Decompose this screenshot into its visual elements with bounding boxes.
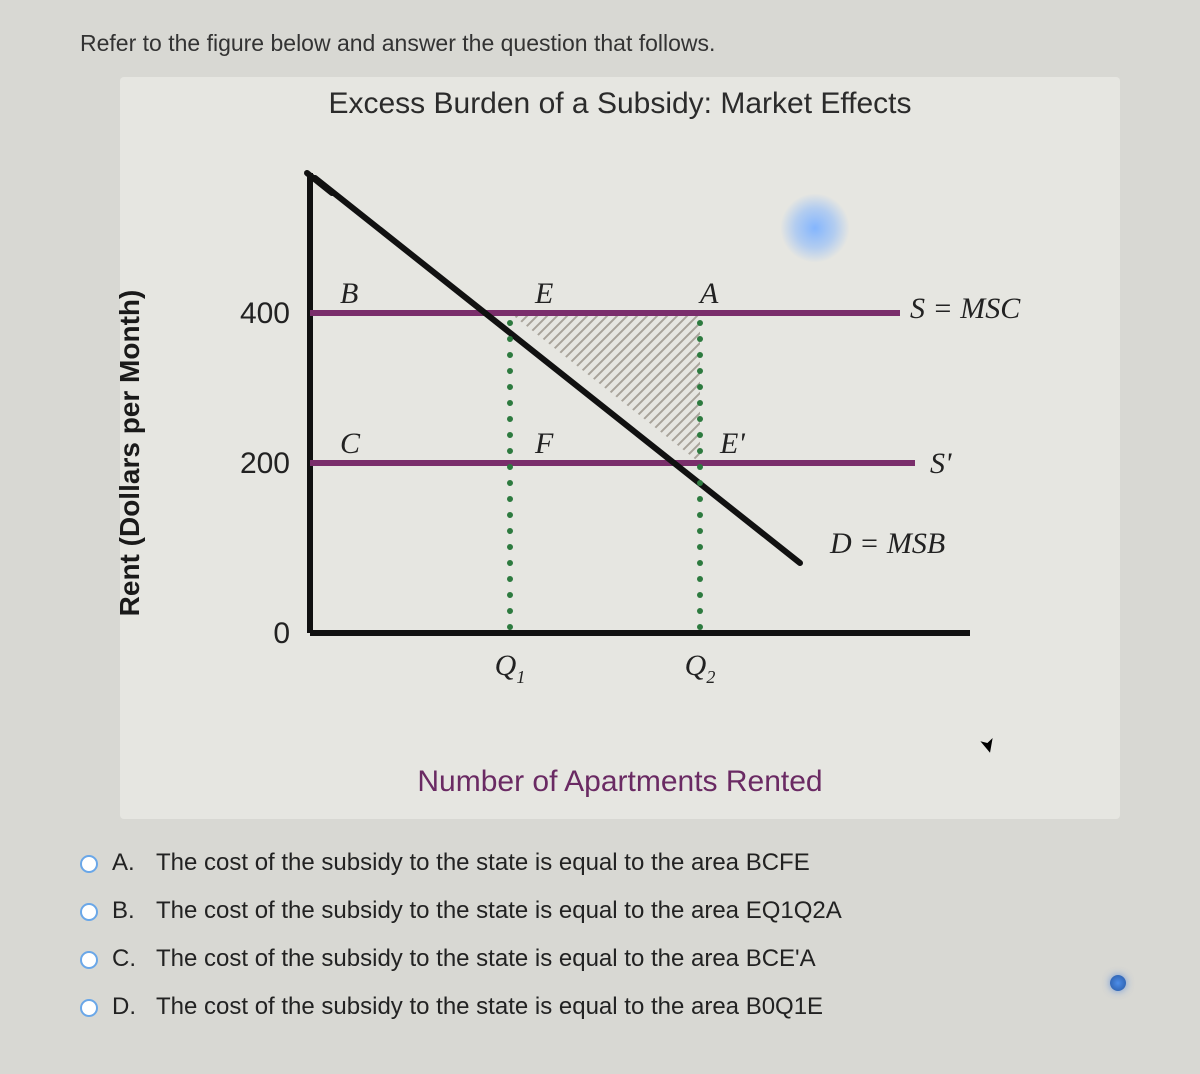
y-axis-label: Rent (Dollars per Month): [114, 290, 146, 617]
svg-text:Q2: Q2: [685, 649, 716, 687]
radio-button[interactable]: [80, 903, 98, 921]
answer-options: A. The cost of the subsidy to the state i…: [80, 849, 1160, 1021]
question-instruction: Refer to the figure below and answer the…: [80, 30, 1160, 57]
answer-option[interactable]: C. The cost of the subsidy to the state i…: [80, 945, 1160, 973]
svg-text:D = MSB: D = MSB: [829, 527, 945, 560]
radio-button[interactable]: [80, 951, 98, 969]
chart-area: Rent (Dollars per Month) 0200400Q1Q2BEAC…: [140, 133, 1100, 773]
svg-text:E: E: [534, 277, 553, 310]
radio-button[interactable]: [80, 999, 98, 1017]
svg-text:F: F: [534, 427, 554, 460]
answer-option[interactable]: D. The cost of the subsidy to the state i…: [80, 993, 1160, 1021]
cursor-icon: ➤: [974, 734, 1002, 757]
answer-option[interactable]: B. The cost of the subsidy to the state i…: [80, 897, 1160, 925]
decorative-dot: [1110, 975, 1126, 991]
option-text: The cost of the subsidy to the state is …: [156, 945, 816, 973]
svg-text:S = MSC: S = MSC: [910, 292, 1021, 325]
option-letter: A.: [112, 849, 142, 877]
question-page: Refer to the figure below and answer the…: [0, 0, 1200, 1074]
svg-text:400: 400: [240, 297, 290, 330]
option-letter: D.: [112, 993, 142, 1021]
answer-option[interactable]: A. The cost of the subsidy to the state i…: [80, 849, 1160, 877]
svg-text:200: 200: [240, 447, 290, 480]
option-text: The cost of the subsidy to the state is …: [156, 849, 810, 877]
svg-text:S': S': [930, 447, 952, 480]
svg-text:0: 0: [273, 617, 290, 650]
chart-svg: 0 200 400 Q1 Q2 B E A C F E' S = MSC S' D = MSB: [140, 133, 1100, 693]
option-letter: B.: [112, 897, 142, 925]
option-text: The cost of the subsidy to the state is …: [156, 993, 823, 1021]
radio-button[interactable]: [80, 855, 98, 873]
svg-text:B: B: [340, 277, 358, 310]
svg-text:Q1: Q1: [495, 649, 526, 687]
chart-title: Excess Burden of a Subsidy: Market Effec…: [140, 87, 1100, 121]
option-text: The cost of the subsidy to the state is …: [156, 897, 842, 925]
option-letter: C.: [112, 945, 142, 973]
svg-text:C: C: [340, 427, 361, 460]
svg-text:E': E': [719, 427, 745, 460]
svg-text:A: A: [698, 277, 719, 310]
figure-container: Excess Burden of a Subsidy: Market Effec…: [120, 77, 1120, 819]
